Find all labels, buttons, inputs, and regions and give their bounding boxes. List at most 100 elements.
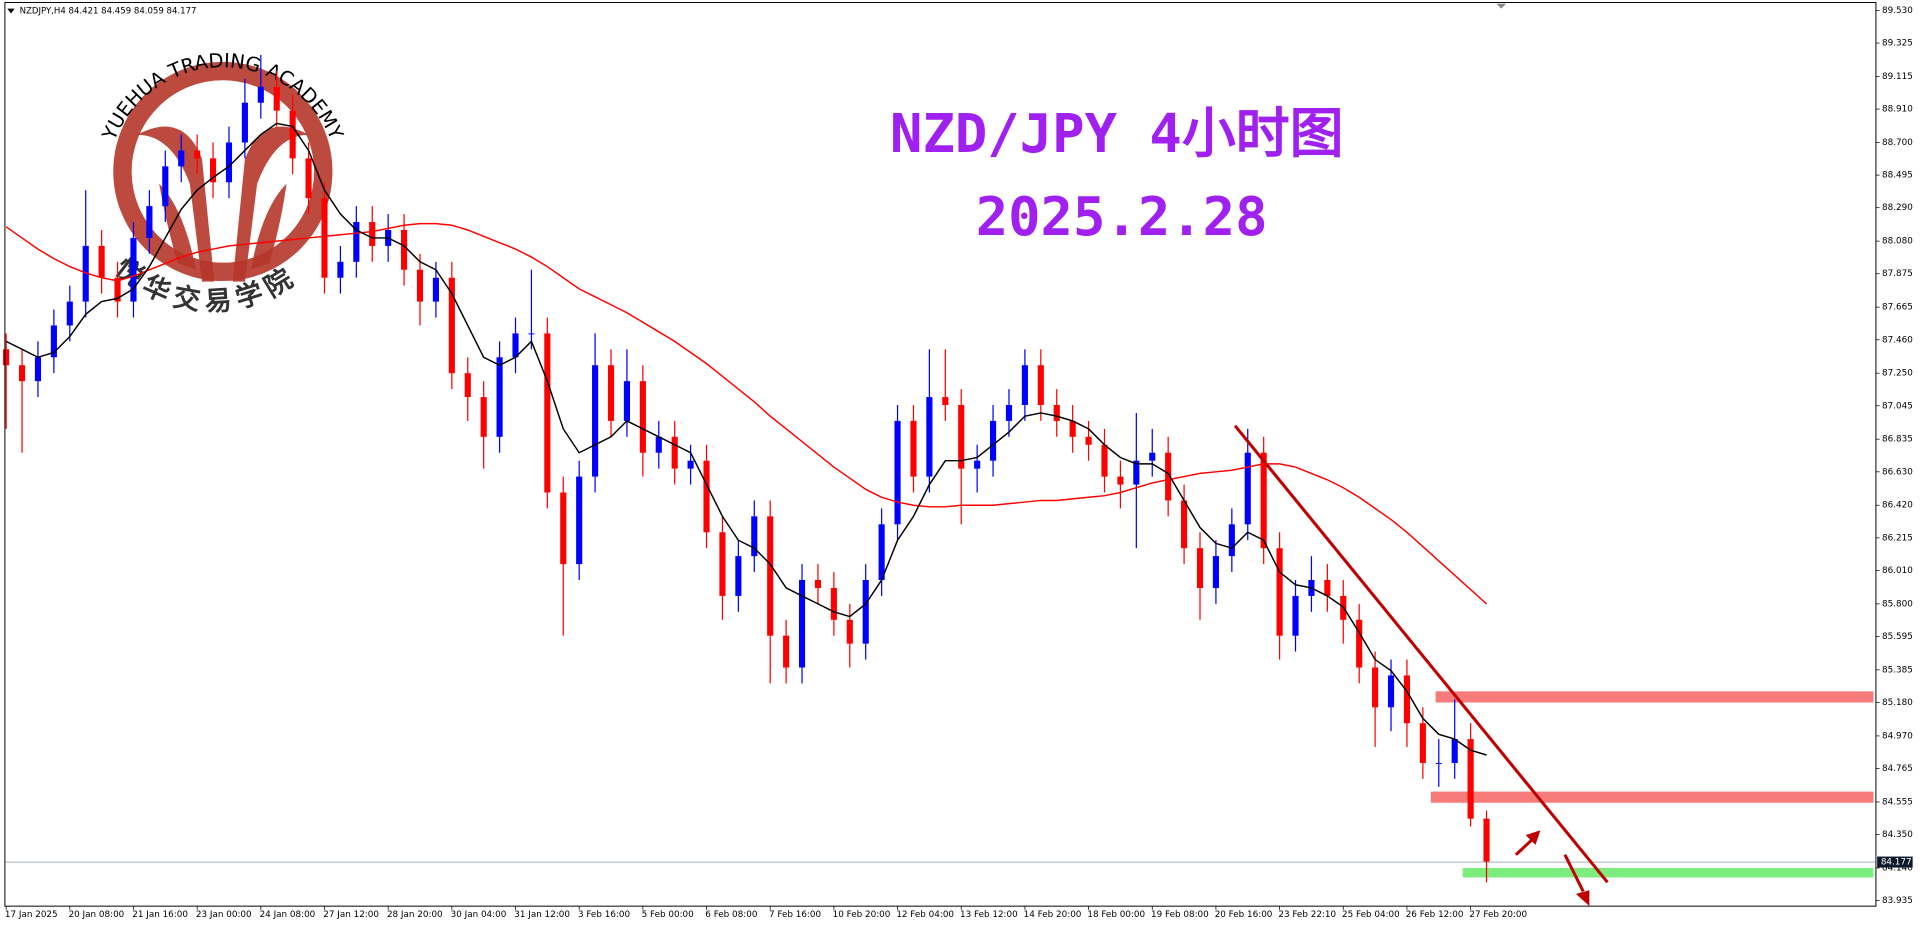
- candle-body: [974, 460, 981, 469]
- candle-body: [1021, 365, 1028, 405]
- candle-body: [1037, 365, 1044, 405]
- candle-body: [273, 86, 280, 111]
- arrow-up-head: [1525, 830, 1541, 845]
- candle-body: [241, 102, 248, 143]
- candle-body: [639, 381, 646, 453]
- y-tick-label: 88.495: [1882, 171, 1913, 181]
- candle-body: [114, 277, 121, 302]
- candle-body: [1419, 723, 1426, 763]
- arrow-up-shaft: [1514, 837, 1535, 856]
- candle-body: [146, 206, 153, 238]
- candle-body: [830, 587, 837, 620]
- y-tick-label: 89.530: [1882, 6, 1913, 16]
- candle-body: [1069, 420, 1076, 437]
- plot-frame: [4, 1, 1877, 907]
- candle-body: [194, 150, 201, 159]
- x-tick-label: 28 Jan 20:00: [387, 910, 443, 920]
- candle-body: [814, 580, 822, 588]
- y-tick-label: 87.665: [1882, 303, 1913, 313]
- candle-body: [480, 397, 487, 437]
- x-tick-label: 19 Feb 08:00: [1151, 910, 1209, 920]
- x-tick-label: 7 Feb 16:00: [769, 910, 822, 920]
- candle-body: [1101, 444, 1108, 477]
- candle-body: [719, 532, 726, 596]
- candle-body: [162, 166, 169, 207]
- x-tick-label: 18 Feb 00:00: [1087, 910, 1145, 920]
- x-tick-label: 5 Feb 00:00: [642, 910, 695, 920]
- candle-body: [1005, 404, 1013, 421]
- candle-body: [942, 397, 949, 405]
- price-label: 84.177: [1881, 858, 1912, 868]
- y-tick-label: 87.875: [1882, 269, 1913, 279]
- x-tick-label: 23 Feb 22:10: [1278, 910, 1336, 920]
- zone: [1435, 691, 1874, 703]
- candle-body: [735, 556, 742, 596]
- x-tick-label: 26 Feb 12:00: [1406, 910, 1464, 920]
- y-tick-label: 86.010: [1882, 566, 1913, 576]
- trendline: [1233, 424, 1609, 884]
- candle-body: [751, 516, 758, 557]
- candle-body: [178, 150, 185, 167]
- candle-body: [528, 333, 535, 335]
- candle-body: [544, 333, 551, 493]
- y-tick-label: 84.140: [1882, 863, 1913, 873]
- candle-body: [1276, 548, 1283, 636]
- x-tick-label: 3 Feb 16:00: [578, 910, 631, 920]
- candle-body: [3, 349, 10, 366]
- y-tick-label: 88.080: [1882, 237, 1913, 247]
- header: NZDJPY,H4 84.421 84.459 84.059 84.177: [20, 7, 197, 17]
- candle-body: [1451, 739, 1458, 763]
- candle-body: [592, 365, 599, 477]
- shift-marker: [1496, 3, 1507, 9]
- candle-body: [846, 619, 853, 644]
- candle-body: [1387, 675, 1395, 708]
- y-tick-label: 83.935: [1882, 896, 1913, 906]
- y-tick-label: 85.180: [1882, 698, 1913, 708]
- candle-body: [958, 404, 965, 469]
- price-label-box: [1877, 856, 1913, 868]
- y-tick-label: 84.765: [1882, 764, 1913, 774]
- candle-body: [878, 524, 885, 581]
- candle-body: [1356, 619, 1363, 668]
- y-tick-label: 89.115: [1882, 72, 1913, 82]
- candle-body: [448, 277, 455, 374]
- candle-body: [1117, 476, 1124, 485]
- candle-body: [464, 373, 471, 398]
- candle-body: [305, 158, 312, 199]
- y-tick-label: 86.835: [1882, 435, 1913, 445]
- candle-body: [1085, 436, 1092, 445]
- chart-title: NZD/JPY 4小时图: [890, 102, 1343, 165]
- candle-body: [1435, 762, 1442, 764]
- zone: [1462, 867, 1874, 878]
- candle-body: [289, 110, 296, 159]
- candle-body: [210, 158, 217, 183]
- candle-body: [576, 476, 583, 565]
- candle-body: [1403, 675, 1410, 724]
- candle-body: [687, 460, 694, 469]
- candle-body: [1133, 460, 1140, 485]
- y-tick-label: 88.290: [1882, 203, 1913, 213]
- x-tick-label: 21 Jan 16:00: [132, 910, 188, 920]
- plot-area: [3, 54, 1876, 884]
- candle-body: [353, 222, 360, 262]
- x-tick-label: 25 Feb 04:00: [1342, 910, 1400, 920]
- candle-body: [1165, 452, 1172, 501]
- y-tick-label: 84.350: [1882, 830, 1913, 840]
- x-tick-label: 6 Feb 08:00: [705, 910, 758, 920]
- candle-body: [1324, 580, 1331, 596]
- x-tick-label: 14 Feb 20:00: [1024, 910, 1082, 920]
- x-tick-label: 24 Jan 08:00: [260, 910, 316, 920]
- candle-body: [703, 460, 710, 533]
- candle-body: [50, 325, 57, 358]
- y-tick-label: 85.595: [1882, 632, 1913, 642]
- y-tick-label: 89.325: [1882, 39, 1913, 49]
- y-tick-label: 88.700: [1882, 138, 1913, 148]
- chart-subtitle: 2025.2.28: [976, 185, 1268, 248]
- x-tick-label: 17 Jan 2025: [5, 910, 58, 920]
- arrow-down-shaft: [1563, 854, 1585, 893]
- arrows: [1514, 830, 1590, 907]
- candle-body: [1260, 452, 1267, 549]
- candle-body: [18, 365, 26, 382]
- candle-body: [98, 245, 105, 278]
